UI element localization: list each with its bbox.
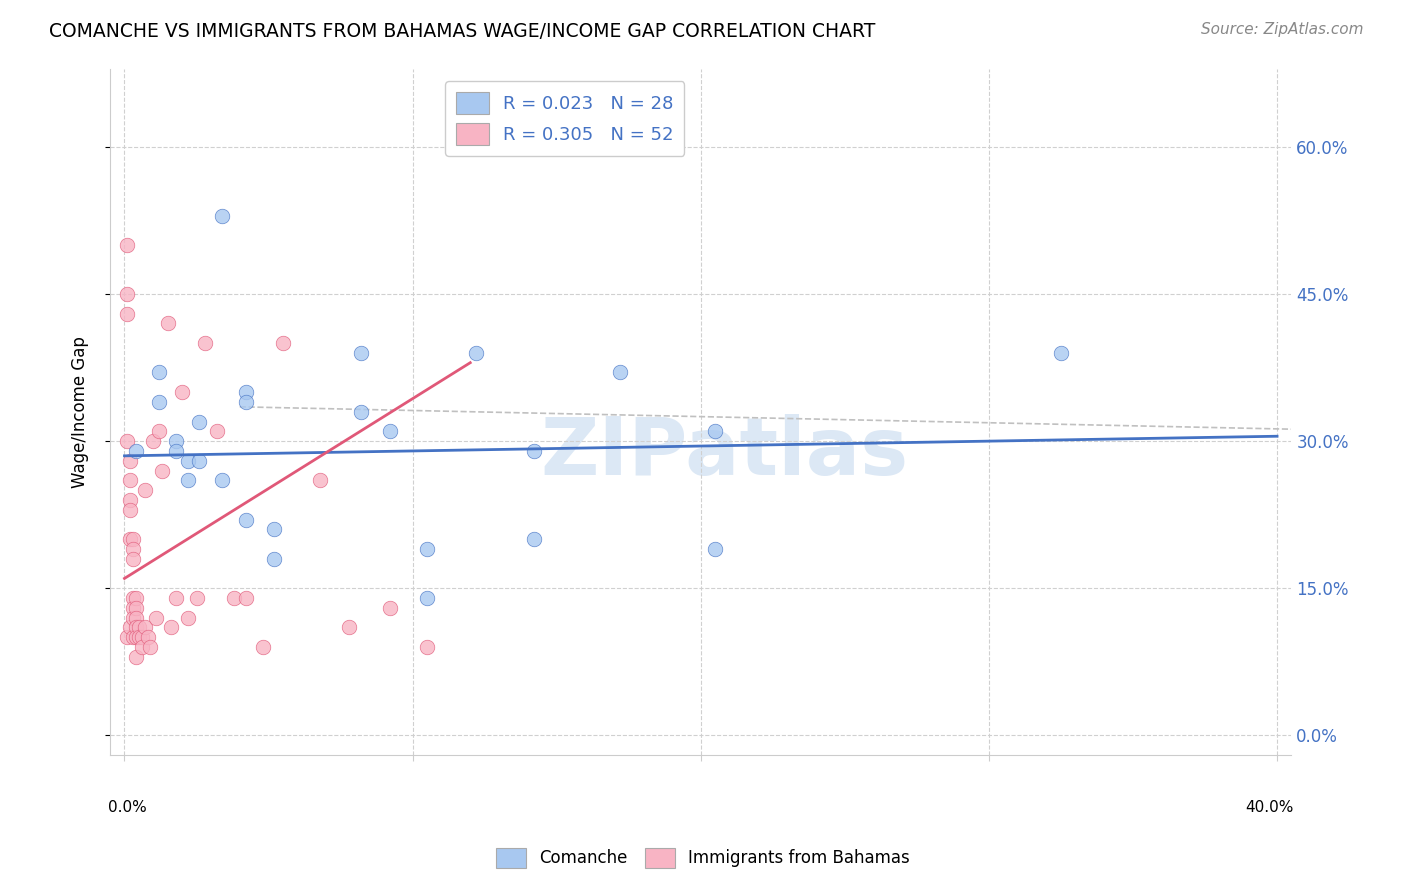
Point xyxy=(117,307,139,321)
Text: COMANCHE VS IMMIGRANTS FROM BAHAMAS WAGE/INCOME GAP CORRELATION CHART: COMANCHE VS IMMIGRANTS FROM BAHAMAS WAGE… xyxy=(49,22,876,41)
Legend: Comanche, Immigrants from Bahamas: Comanche, Immigrants from Bahamas xyxy=(489,841,917,875)
Point xyxy=(337,620,360,634)
Point xyxy=(186,591,208,605)
Point xyxy=(159,620,181,634)
Point xyxy=(122,532,145,546)
Point xyxy=(120,454,142,468)
Point xyxy=(131,630,153,644)
Point xyxy=(136,630,159,644)
Point xyxy=(128,630,150,644)
Point xyxy=(128,620,150,634)
Point xyxy=(117,238,139,252)
Point xyxy=(139,640,162,654)
Point xyxy=(416,541,439,556)
Point xyxy=(122,610,145,624)
Y-axis label: Wage/Income Gap: Wage/Income Gap xyxy=(72,335,89,488)
Point xyxy=(609,366,631,380)
Legend: R = 0.023   N = 28, R = 0.305   N = 52: R = 0.023 N = 28, R = 0.305 N = 52 xyxy=(446,81,685,156)
Point xyxy=(704,425,727,439)
Point xyxy=(117,287,139,301)
Point xyxy=(378,425,401,439)
Point xyxy=(120,532,142,546)
Text: 40.0%: 40.0% xyxy=(1246,799,1294,814)
Point xyxy=(211,474,233,488)
Point xyxy=(134,483,156,498)
Point xyxy=(165,444,187,458)
Point xyxy=(148,425,170,439)
Point xyxy=(125,444,148,458)
Point xyxy=(125,591,148,605)
Point xyxy=(309,474,332,488)
Point xyxy=(235,512,257,526)
Point xyxy=(145,610,167,624)
Point xyxy=(120,493,142,508)
Point xyxy=(150,464,173,478)
Point xyxy=(704,541,727,556)
Point xyxy=(211,209,233,223)
Point xyxy=(165,591,187,605)
Point xyxy=(188,454,211,468)
Point xyxy=(188,415,211,429)
Point xyxy=(117,630,139,644)
Point xyxy=(235,395,257,409)
Text: 0.0%: 0.0% xyxy=(108,799,146,814)
Point xyxy=(465,346,488,360)
Text: Source: ZipAtlas.com: Source: ZipAtlas.com xyxy=(1201,22,1364,37)
Point xyxy=(122,551,145,566)
Point xyxy=(120,620,142,634)
Point xyxy=(378,600,401,615)
Point xyxy=(177,474,200,488)
Point xyxy=(1050,346,1073,360)
Point xyxy=(125,610,148,624)
Point xyxy=(142,434,165,449)
Text: ZIPatlas: ZIPatlas xyxy=(540,414,908,491)
Point xyxy=(271,336,294,351)
Point xyxy=(172,385,194,400)
Point xyxy=(156,317,179,331)
Point xyxy=(205,425,228,439)
Point xyxy=(350,346,373,360)
Point xyxy=(177,610,200,624)
Point xyxy=(122,591,145,605)
Point xyxy=(120,502,142,516)
Point xyxy=(252,640,274,654)
Point xyxy=(263,551,285,566)
Point xyxy=(416,591,439,605)
Point xyxy=(148,395,170,409)
Point xyxy=(122,600,145,615)
Point xyxy=(134,620,156,634)
Point xyxy=(523,444,546,458)
Point xyxy=(125,649,148,664)
Point xyxy=(350,405,373,419)
Point xyxy=(523,532,546,546)
Point xyxy=(416,640,439,654)
Point xyxy=(194,336,217,351)
Point xyxy=(122,541,145,556)
Point xyxy=(131,640,153,654)
Point xyxy=(148,366,170,380)
Point xyxy=(165,434,187,449)
Point xyxy=(235,385,257,400)
Point xyxy=(125,600,148,615)
Point xyxy=(117,434,139,449)
Point xyxy=(122,630,145,644)
Point xyxy=(235,591,257,605)
Point xyxy=(263,522,285,536)
Point xyxy=(125,620,148,634)
Point xyxy=(177,454,200,468)
Point xyxy=(120,474,142,488)
Point xyxy=(222,591,245,605)
Point xyxy=(125,630,148,644)
